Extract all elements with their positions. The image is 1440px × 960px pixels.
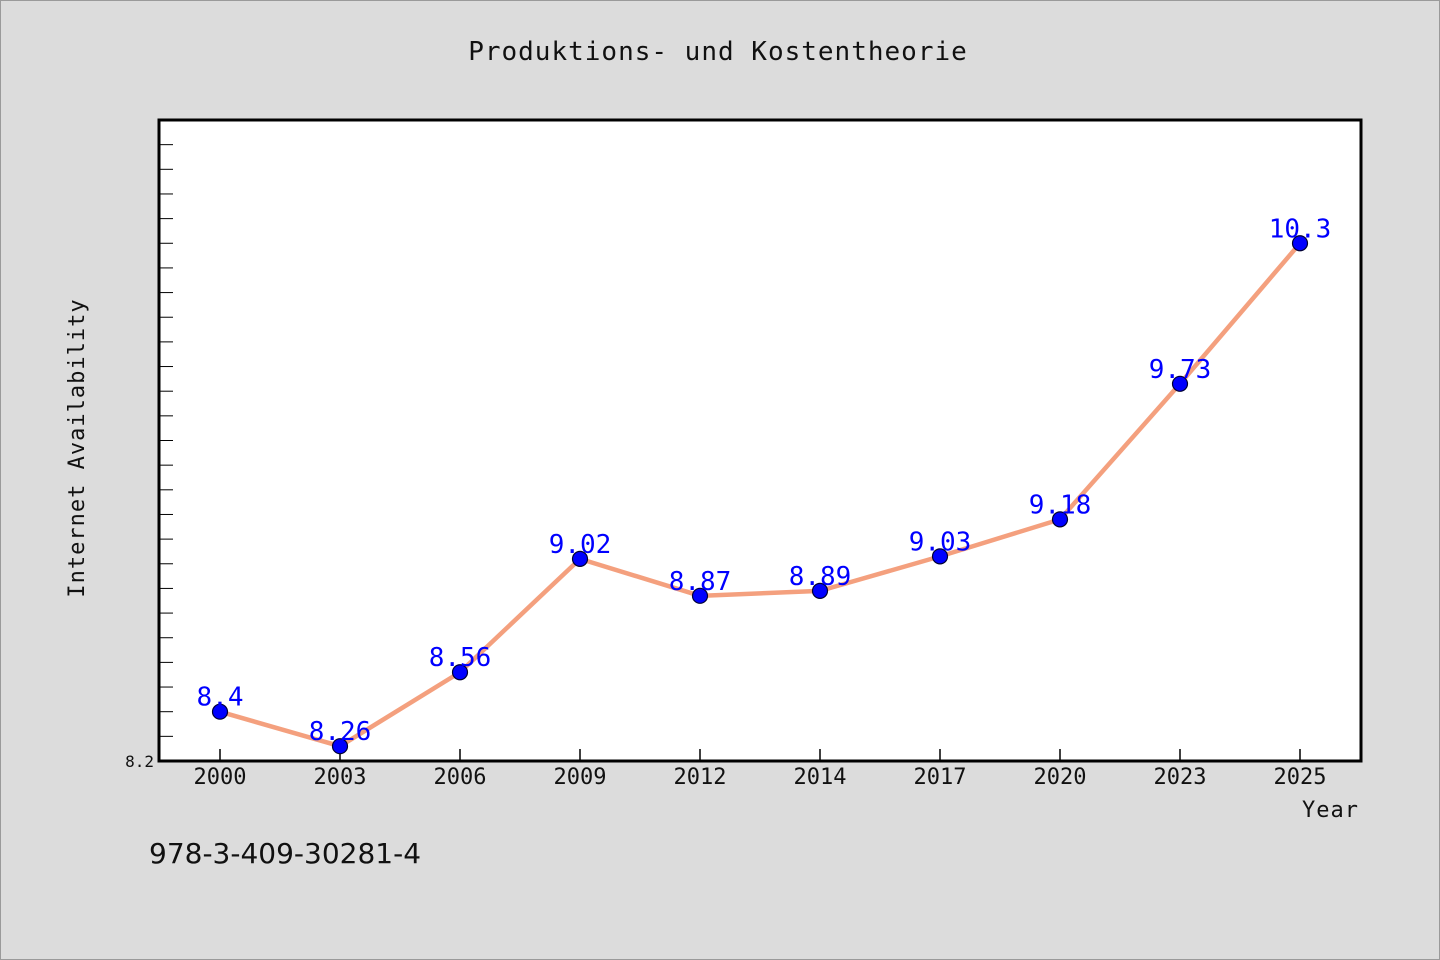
- data-label: 8.89: [789, 562, 852, 592]
- x-tick-label: 2012: [674, 765, 727, 790]
- data-point: [691, 587, 709, 604]
- x-tick-label: 2006: [434, 765, 487, 790]
- data-point: [451, 664, 469, 681]
- data-label: 9.18: [1029, 490, 1092, 520]
- x-tick-label: 2017: [914, 765, 967, 790]
- series-1: [211, 235, 1309, 755]
- data-label: 8.4: [197, 683, 244, 713]
- y-tick-label: 8.2: [125, 752, 154, 771]
- data-labels: 8.4 8.26 8.56 9.02 8.87 8.89 9.03 9.18 9.73 10.3: [197, 214, 1332, 747]
- data-point: [1051, 511, 1069, 528]
- y-axis-label: Internet Availability: [65, 298, 90, 597]
- y-axis-ticks: 8.2: [125, 119, 173, 771]
- x-axis-label: Year: [1302, 798, 1359, 823]
- x-tick-label: 2020: [1034, 765, 1087, 790]
- x-axis-ticks: 2000 2003 2006 2009 2012 2014 2017 2020 2023 2025: [194, 749, 1327, 790]
- data-label: 9.03: [909, 527, 972, 557]
- x-tick-label: 2003: [314, 765, 367, 790]
- plot-area: [157, 118, 1363, 763]
- data-label: 8.26: [309, 717, 372, 747]
- data-label: 8.87: [669, 567, 732, 597]
- data-point: [211, 703, 229, 720]
- data-point: [811, 582, 829, 599]
- data-label: 9.02: [549, 530, 612, 560]
- series-line: [219, 241, 1302, 749]
- x-tick-label: 2014: [794, 765, 847, 790]
- data-point: [1171, 375, 1189, 392]
- data-point: [331, 738, 349, 755]
- data-label: 10.3: [1269, 214, 1332, 244]
- data-point: [931, 548, 949, 565]
- x-tick-label: 2009: [554, 765, 607, 790]
- x-tick-label: 2000: [194, 765, 247, 790]
- data-point: [1291, 235, 1309, 252]
- x-tick-label: 2025: [1274, 765, 1327, 790]
- isbn-text: 978-3-409-30281-4: [149, 837, 421, 870]
- x-tick-label: 2023: [1154, 765, 1207, 790]
- chart-title: Produktions- und Kostentheorie: [468, 37, 968, 67]
- data-point: [571, 550, 589, 567]
- data-label: 8.56: [429, 643, 492, 673]
- data-label: 9.73: [1149, 355, 1212, 385]
